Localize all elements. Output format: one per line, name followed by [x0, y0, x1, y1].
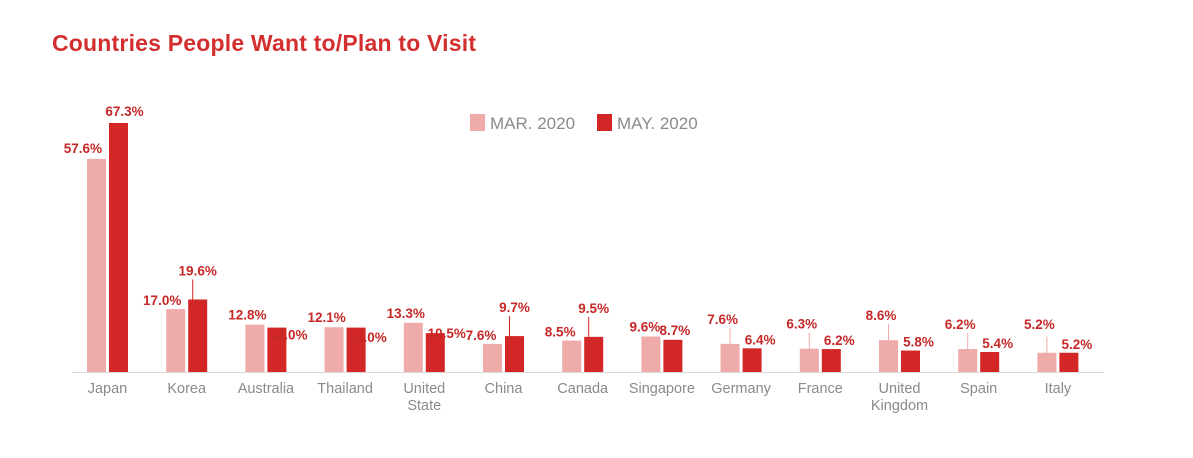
- chart-title: Countries People Want to/Plan to Visit: [52, 30, 477, 56]
- value-labels-group: 57.6%67.3%17.0%19.6%12.8%12.0%12.1%12.0%…: [64, 104, 1093, 353]
- value-label-may-2020: 6.4%: [745, 332, 776, 347]
- value-label-may-2020: 5.8%: [903, 335, 934, 350]
- category-label: Germany: [711, 381, 771, 397]
- value-label-may-2020: 6.2%: [824, 333, 855, 348]
- category-label: France: [798, 381, 843, 397]
- value-label-mar-2020: 8.5%: [545, 325, 576, 340]
- bar-mar-2020: [1037, 352, 1057, 372]
- value-label-mar-2020: 12.1%: [307, 310, 345, 325]
- x-axis: Japan Korea Australia Thailand United State Ch…: [72, 372, 1104, 414]
- bar-mar-2020: [799, 348, 819, 372]
- value-label-mar-2020: 12.8%: [228, 308, 266, 323]
- category-label: Japan: [88, 381, 128, 397]
- category-label: United State: [403, 381, 445, 414]
- category-label: Australia: [238, 381, 295, 397]
- value-label-mar-2020: 13.3%: [387, 306, 425, 321]
- bar-mar-2020: [641, 336, 661, 372]
- bar-mar-2020: [245, 324, 265, 372]
- bar-mar-2020: [958, 349, 978, 372]
- bar-may-2020: [425, 333, 445, 372]
- bar-mar-2020: [403, 322, 423, 372]
- bar-may-2020: [980, 352, 1000, 372]
- category-label: Singapore: [629, 381, 695, 397]
- category-label: China: [485, 381, 524, 397]
- legend-swatch-may-2020: [597, 114, 612, 131]
- value-label-may-2020: 12.0%: [348, 330, 386, 345]
- bar-may-2020: [346, 327, 366, 372]
- bar-may-2020: [663, 339, 683, 372]
- value-label-mar-2020: 8.6%: [866, 308, 897, 323]
- bar-may-2020: [1059, 352, 1079, 372]
- bar-may-2020: [742, 348, 762, 372]
- value-label-mar-2020: 57.6%: [64, 141, 102, 156]
- bar-mar-2020: [324, 327, 344, 372]
- bar-may-2020: [505, 336, 524, 372]
- bar-may-2020: [267, 327, 287, 372]
- category-label: Thailand: [317, 381, 373, 397]
- value-label-mar-2020: 7.6%: [707, 312, 738, 327]
- bar-mar-2020: [720, 343, 740, 372]
- value-label-may-2020: 19.6%: [179, 263, 217, 278]
- category-label: United Kingdom: [871, 381, 928, 414]
- legend-swatch-mar-2020: [470, 114, 485, 131]
- value-label-mar-2020: 7.6%: [466, 328, 497, 343]
- bar-mar-2020: [562, 340, 582, 372]
- bar-may-2020: [584, 336, 604, 372]
- value-label-may-2020: 8.7%: [660, 323, 691, 338]
- value-label-mar-2020: 6.2%: [945, 317, 976, 332]
- value-label-may-2020: 10.5%: [428, 326, 466, 341]
- value-label-may-2020: 5.2%: [1062, 337, 1093, 352]
- legend-label-may-2020: MAY. 2020: [617, 114, 698, 133]
- category-label: Korea: [167, 381, 207, 397]
- value-label-may-2020: 12.0%: [269, 328, 307, 343]
- category-label: Italy: [1045, 381, 1072, 397]
- bar-may-2020: [901, 350, 920, 372]
- value-label-mar-2020: 5.2%: [1024, 317, 1055, 332]
- bar-may-2020: [821, 349, 841, 372]
- value-label-mar-2020: 17.0%: [143, 293, 181, 308]
- bar-may-2020: [109, 122, 128, 373]
- value-label-may-2020: 67.3%: [105, 104, 143, 119]
- bar-may-2020: [188, 299, 208, 372]
- value-label-may-2020: 9.5%: [578, 301, 609, 316]
- legend-label-mar-2020: MAR. 2020: [490, 114, 575, 133]
- value-label-may-2020: 5.4%: [982, 336, 1013, 351]
- bar-mar-2020: [166, 309, 186, 372]
- bar-mar-2020: [87, 158, 106, 372]
- category-label: Canada: [557, 381, 609, 397]
- value-label-mar-2020: 6.3%: [786, 317, 817, 332]
- bar-mar-2020: [879, 340, 898, 372]
- legend: MAR. 2020 MAY. 2020: [470, 114, 698, 133]
- value-label-may-2020: 9.7%: [499, 300, 530, 315]
- category-label: Spain: [960, 381, 997, 397]
- bar-mar-2020: [483, 343, 502, 372]
- bars-group: [87, 122, 1079, 373]
- value-label-mar-2020: 9.6%: [630, 319, 661, 334]
